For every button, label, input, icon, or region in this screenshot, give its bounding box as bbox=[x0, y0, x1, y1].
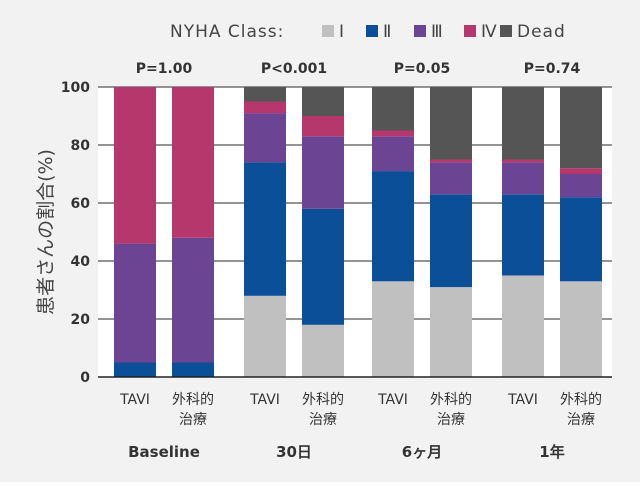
bar-segment bbox=[302, 116, 344, 137]
y-axis-label-group: 患者さんの割合(%) bbox=[35, 149, 57, 315]
bar-segment bbox=[430, 287, 472, 377]
bar-segment bbox=[302, 87, 344, 116]
bar-segment bbox=[302, 136, 344, 209]
bar-segment bbox=[502, 87, 544, 160]
legend-item-label: Ⅱ bbox=[383, 22, 392, 42]
category-label: TAVI bbox=[249, 392, 280, 408]
bars bbox=[114, 87, 602, 377]
bar-segment bbox=[244, 101, 286, 114]
category-label: TAVI bbox=[119, 392, 150, 408]
bar-segment bbox=[302, 324, 344, 377]
bar-segment bbox=[502, 162, 544, 195]
axes: 0 20 40 60 80 100 bbox=[61, 80, 612, 386]
category-label: TAVI bbox=[507, 392, 538, 408]
bar-segment bbox=[172, 237, 214, 363]
legend-swatch bbox=[414, 25, 426, 37]
category-label: 外科的 bbox=[172, 392, 214, 408]
bar-segment bbox=[430, 194, 472, 288]
bar-segment bbox=[372, 281, 414, 377]
legend-item-label: Ⅰ bbox=[339, 22, 345, 42]
bar-segment bbox=[372, 136, 414, 172]
bar-segment bbox=[302, 208, 344, 325]
group-label: 30日 bbox=[276, 443, 312, 461]
y-tick-label: 80 bbox=[71, 138, 91, 154]
legend-swatch bbox=[322, 25, 334, 37]
legend-swatch bbox=[464, 25, 476, 37]
bar-segment bbox=[114, 87, 156, 244]
group-label: Baseline bbox=[128, 443, 200, 461]
bar-segment bbox=[502, 159, 544, 163]
legend-item-label: Dead bbox=[517, 22, 566, 42]
bar-segment bbox=[244, 113, 286, 163]
bar-segment bbox=[502, 275, 544, 377]
y-axis-label: 患者さんの割合(%) bbox=[35, 149, 57, 315]
bar-segment bbox=[372, 171, 414, 282]
category-label: 治療 bbox=[567, 411, 595, 428]
legend-title: NYHA Class: bbox=[170, 22, 284, 42]
p-value-label: P=0.74 bbox=[524, 61, 581, 77]
bar-segment bbox=[244, 162, 286, 296]
bar-segment bbox=[172, 87, 214, 238]
bar-segment bbox=[502, 194, 544, 276]
y-tick-label: 60 bbox=[71, 196, 91, 212]
p-value-label: P<0.001 bbox=[261, 61, 327, 77]
group-label: 6ヶ月 bbox=[402, 443, 442, 461]
group-label: 1年 bbox=[539, 443, 564, 461]
bar-segment bbox=[560, 197, 602, 282]
category-label: 外科的 bbox=[302, 392, 344, 408]
legend: NYHA Class: Ⅰ Ⅱ Ⅲ Ⅳ Dead bbox=[170, 22, 566, 42]
bar-segment bbox=[114, 243, 156, 363]
y-tick-label: 40 bbox=[71, 254, 91, 270]
legend-swatch bbox=[366, 25, 378, 37]
category-label: 治療 bbox=[437, 411, 465, 428]
category-label: 外科的 bbox=[430, 392, 472, 408]
legend-item-label: Ⅲ bbox=[431, 22, 444, 42]
category-label: TAVI bbox=[377, 392, 408, 408]
bar-segment bbox=[430, 162, 472, 195]
bar-segment bbox=[244, 87, 286, 102]
bar-segment bbox=[560, 174, 602, 198]
bar-segment bbox=[114, 362, 156, 377]
category-label: 治療 bbox=[179, 411, 207, 428]
bar-segment bbox=[372, 87, 414, 131]
bar-segment bbox=[430, 159, 472, 163]
p-value-label: P=1.00 bbox=[136, 61, 193, 77]
y-tick-label: 20 bbox=[71, 312, 91, 328]
bar-segment bbox=[560, 87, 602, 169]
bar-segment bbox=[560, 281, 602, 377]
bar-segment bbox=[560, 168, 602, 174]
category-label: 外科的 bbox=[560, 392, 602, 408]
bar-segment bbox=[172, 362, 214, 377]
p-value-label: P=0.05 bbox=[394, 61, 451, 77]
category-label: 治療 bbox=[309, 411, 337, 428]
y-tick-label: 0 bbox=[80, 370, 90, 386]
legend-item-label: Ⅳ bbox=[481, 22, 498, 42]
bar-segment bbox=[430, 87, 472, 160]
bar-segment bbox=[372, 130, 414, 137]
bar-segment bbox=[244, 295, 286, 377]
y-tick-label: 100 bbox=[61, 80, 90, 96]
legend-swatch bbox=[500, 25, 512, 37]
